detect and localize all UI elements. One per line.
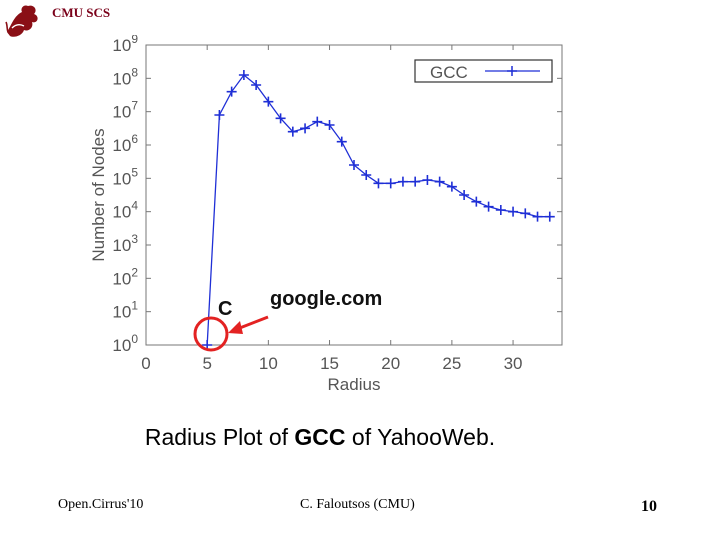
x-axis-label: Radius <box>328 375 381 394</box>
caption-prefix: Radius Plot of <box>144 424 295 450</box>
y-tick-label: 102 <box>112 265 138 288</box>
x-tick-label: 25 <box>442 354 461 373</box>
data-point-gcc <box>251 80 262 90</box>
data-point-gcc <box>544 211 555 222</box>
footer-venue: Open.Cirrus'10 <box>58 497 144 512</box>
data-point-gcc <box>361 170 372 180</box>
data-point-gcc <box>263 96 274 107</box>
x-tick-label: 20 <box>381 354 400 373</box>
x-tick-label: 30 <box>504 354 523 373</box>
data-point-gcc <box>238 70 249 80</box>
page-number: 10 <box>641 498 657 515</box>
data-point-gcc <box>385 178 396 189</box>
y-tick-label: 107 <box>112 99 138 122</box>
legend: GCC <box>414 59 553 83</box>
data-point-gcc <box>459 190 470 200</box>
y-tick-label: 104 <box>112 199 138 222</box>
y-tick-label: 109 <box>112 35 138 55</box>
annotation-label-c: C <box>218 298 232 320</box>
annotation-label-google: google.com <box>270 288 382 310</box>
plot-frame <box>145 44 563 346</box>
data-point-gcc <box>214 110 225 120</box>
y-tick-label: 103 <box>112 232 138 255</box>
data-point-gcc <box>287 126 298 137</box>
data-point-gcc <box>422 175 433 185</box>
data-point-gcc <box>410 176 421 187</box>
footer-author: C. Faloutsos (CMU) <box>300 497 415 512</box>
highlight-circle <box>193 316 229 352</box>
y-tick-label: 101 <box>112 299 138 322</box>
google-annotation: C google.com <box>193 288 382 352</box>
x-tick-label: 10 <box>259 354 278 373</box>
y-tick-label: 108 <box>112 65 138 88</box>
data-point-gcc <box>312 116 323 127</box>
data-point-gcc <box>275 113 286 124</box>
y-tick-label: 105 <box>112 165 138 188</box>
x-tick-label: 0 <box>141 354 150 373</box>
data-point-gcc <box>373 178 384 189</box>
data-point-gcc <box>397 176 408 187</box>
caption-suffix: of YahooWeb. <box>345 424 496 450</box>
data-point-gcc <box>324 120 335 130</box>
data-point-gcc <box>336 136 347 147</box>
data-point-gcc <box>446 181 457 192</box>
data-point-gcc <box>520 208 531 219</box>
data-point-gcc <box>532 211 543 222</box>
y-tick-label: 100 <box>112 332 138 355</box>
legend-box <box>414 59 553 83</box>
data-point-gcc <box>495 205 506 215</box>
data-point-gcc <box>483 201 494 212</box>
caption-bold: GCC <box>294 424 346 450</box>
cmu-dragon-logo <box>5 5 38 37</box>
legend-label: GCC <box>430 63 468 82</box>
data-point-gcc <box>471 196 482 207</box>
annotation-arrowhead <box>228 321 243 334</box>
data-point-gcc <box>300 123 311 134</box>
x-tick-label: 15 <box>320 354 339 373</box>
x-tick-label: 5 <box>202 354 211 373</box>
data-point-gcc <box>434 176 445 187</box>
y-axis-label: Number of Nodes <box>89 128 108 261</box>
radius-plot: 100 101 102 103 104 105 106 107 108 109 0 5 10 15 20 25… <box>89 35 563 394</box>
data-point-gcc <box>226 86 237 97</box>
y-tick-label: 106 <box>112 132 138 155</box>
data-point-gcc <box>349 160 359 170</box>
slide-caption: Radius Plot of GCC of YahooWeb. <box>0 424 640 451</box>
legend-marker <box>507 66 517 76</box>
brand-label: CMU SCS <box>52 5 111 20</box>
data-point-gcc <box>508 206 519 217</box>
